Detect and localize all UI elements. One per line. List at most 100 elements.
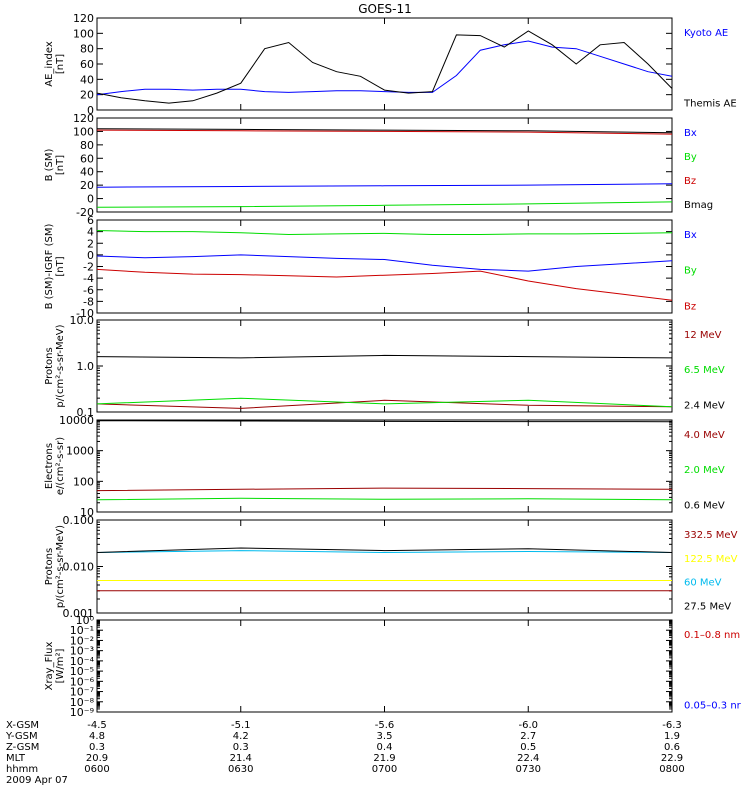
y-axis-label: Electrons bbox=[44, 443, 55, 489]
ephemeris-value: 4.2 bbox=[233, 731, 249, 742]
ephemeris-row-label: MLT bbox=[6, 753, 26, 764]
legend-entry: 0.05–0.3 nr bbox=[684, 700, 742, 711]
ephemeris-value: 22.9 bbox=[661, 753, 683, 764]
series-line-by bbox=[97, 201, 672, 208]
y-axis-label: [nT] bbox=[55, 155, 66, 175]
ephemeris-value: -5.6 bbox=[375, 720, 395, 731]
legend-entry: 4.0 MeV bbox=[684, 430, 725, 441]
y-tick-label: 10⁻¹ bbox=[70, 624, 94, 637]
y-tick-label: 10⁰ bbox=[76, 614, 95, 627]
y-tick-label: -2 bbox=[83, 261, 94, 274]
plot-frame bbox=[96, 117, 673, 213]
y-axis-label: p/(cm²-s-sr-MeV) bbox=[55, 525, 66, 608]
legend-entry: 6.5 MeV bbox=[684, 365, 725, 376]
legend-entry: 0.1–0.8 nm bbox=[684, 630, 740, 641]
legend-entry: Bz bbox=[684, 301, 696, 312]
y-tick-label: 1000 bbox=[66, 445, 94, 458]
y-tick-label: 100 bbox=[73, 125, 94, 138]
y-tick-label: 10⁻⁸ bbox=[70, 696, 95, 709]
y-tick-label: 40 bbox=[80, 166, 94, 179]
ephemeris-row-label: Y-GSM bbox=[5, 731, 38, 742]
y-tick-label: 40 bbox=[80, 73, 94, 86]
y-tick-label: 1.0 bbox=[77, 360, 95, 373]
legend-entry: 12 MeV bbox=[684, 330, 722, 341]
series-line-27-5-mev bbox=[97, 547, 672, 553]
y-axis-label: Protons bbox=[44, 548, 55, 585]
y-axis-label: e/(cm²-s-sr) bbox=[55, 437, 66, 495]
ephemeris-value: 21.4 bbox=[230, 753, 252, 764]
legend-entry: 0.6 MeV bbox=[684, 500, 725, 511]
y-axis-label: [nT] bbox=[55, 256, 66, 276]
legend-entry: Bx bbox=[684, 128, 697, 139]
series-line-4-0-mev bbox=[97, 487, 672, 492]
panel-5: 10 100 1000 10000 Electrons e/(cm²-s-sr) 4.0 M… bbox=[44, 414, 725, 519]
y-axis-label: Protons bbox=[44, 347, 55, 384]
ephemeris-value: 0.4 bbox=[377, 742, 393, 753]
y-tick-label: -8 bbox=[83, 295, 94, 308]
ephemeris-value: 22.4 bbox=[517, 753, 539, 764]
plot-frame bbox=[96, 17, 673, 111]
series-line-0-6-mev bbox=[97, 420, 672, 423]
legend-entry: 2.4 MeV bbox=[684, 400, 725, 411]
y-tick-label: 100 bbox=[73, 27, 94, 40]
ephemeris-row-label: hhmm bbox=[6, 764, 38, 775]
plot-frame bbox=[96, 319, 673, 413]
panel-1: 0 20 40 60 80 100 120 AE_index [nT] Kyoto AE Themi… bbox=[44, 12, 737, 117]
ephemeris-value: 0600 bbox=[84, 764, 109, 775]
ephemeris-value: 0800 bbox=[659, 764, 684, 775]
series-line-12-mev bbox=[97, 399, 672, 409]
y-tick-label: -20 bbox=[76, 206, 94, 219]
y-tick-label: 60 bbox=[80, 58, 94, 71]
panel-4: 0.1 1.0 10.0 Protons p/(cm²-s-sr-MeV) 12 MeV 6… bbox=[44, 314, 725, 419]
ephemeris-value: 3.5 bbox=[377, 731, 393, 742]
legend-entry: By bbox=[684, 266, 697, 277]
legend-entry: 60 MeV bbox=[684, 578, 722, 589]
figure-title: GOES-11 bbox=[358, 2, 412, 16]
ephemeris-value: 1.9 bbox=[664, 731, 680, 742]
y-tick-label: 10⁻⁴ bbox=[70, 655, 95, 668]
y-tick-label: -4 bbox=[83, 272, 94, 285]
legend-entry: Themis AE bbox=[683, 98, 737, 109]
ephemeris-value: 0730 bbox=[516, 764, 541, 775]
legend-entry: 122.5 MeV bbox=[684, 554, 738, 565]
y-tick-label: 0.001 bbox=[63, 607, 95, 620]
series-line-bz bbox=[97, 129, 672, 135]
ephemeris-row-label: 2009 Apr 07 bbox=[6, 775, 68, 786]
y-tick-label: 10⁻⁷ bbox=[70, 686, 94, 699]
ephemeris-row-label: Z-GSM bbox=[6, 742, 39, 753]
y-tick-label: 6 bbox=[87, 214, 94, 227]
series-line-bx bbox=[97, 254, 672, 272]
series-line-2-4-mev bbox=[97, 354, 672, 359]
ephemeris-value: 20.9 bbox=[86, 753, 108, 764]
legend-entry: Bmag bbox=[684, 200, 713, 211]
ephemeris-value: 0.3 bbox=[89, 742, 105, 753]
plot-frame bbox=[96, 419, 673, 513]
series-line-6-5-mev bbox=[97, 397, 672, 408]
y-tick-label: -6 bbox=[83, 284, 94, 297]
series-line-60-mev bbox=[97, 550, 672, 554]
y-tick-label: 20 bbox=[80, 179, 94, 192]
series-line-bz bbox=[97, 268, 672, 301]
y-tick-label: 0 bbox=[87, 249, 94, 262]
ephemeris-value: 0700 bbox=[372, 764, 397, 775]
legend-entry: By bbox=[684, 152, 697, 163]
ephemeris-row-label: X-GSM bbox=[6, 720, 39, 731]
y-axis-label: [nT] bbox=[55, 54, 66, 74]
y-tick-label: 10⁻³ bbox=[70, 645, 94, 658]
y-tick-label: 2 bbox=[87, 237, 94, 250]
y-tick-label: 120 bbox=[73, 112, 94, 125]
y-axis-label: AE_index bbox=[44, 41, 55, 87]
legend-entry: Bz bbox=[684, 176, 696, 187]
ephemeris-value: -6.3 bbox=[662, 720, 682, 731]
y-axis-label: Xray_Flux bbox=[44, 642, 55, 691]
y-tick-label: 10⁻⁵ bbox=[70, 665, 94, 678]
y-axis-label: B (SM)-IGRF (SM) bbox=[44, 224, 55, 310]
y-tick-label: 10⁻⁹ bbox=[70, 706, 94, 719]
plot-frame bbox=[96, 519, 673, 614]
y-tick-label: 10⁻⁶ bbox=[70, 675, 95, 688]
y-axis-label: p/(cm²-s-sr-MeV) bbox=[55, 324, 66, 407]
